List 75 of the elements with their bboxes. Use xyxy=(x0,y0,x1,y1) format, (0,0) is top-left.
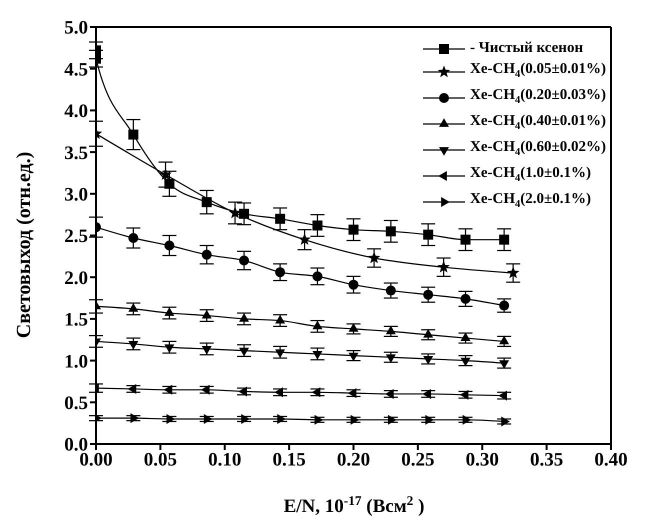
point xyxy=(128,233,138,243)
point xyxy=(202,197,212,208)
point xyxy=(202,310,212,318)
point xyxy=(462,414,472,425)
y-tick-label: 3.0 xyxy=(64,184,88,206)
point xyxy=(159,168,172,180)
point xyxy=(202,250,212,260)
point xyxy=(501,416,510,426)
point xyxy=(499,234,510,245)
point xyxy=(388,414,397,425)
point xyxy=(423,290,434,300)
point xyxy=(312,220,322,230)
point xyxy=(350,414,360,425)
legend-label: Xe-CH$_{4}$(0.60±0.02%) xyxy=(470,139,606,158)
point xyxy=(275,214,286,224)
point xyxy=(298,233,311,245)
x-axis-title: E/N, 10$^{-17}$(Всм$^{2}$) xyxy=(284,492,424,517)
y-axis-title: Световыход (отн.ед.) xyxy=(13,152,35,338)
point xyxy=(275,314,286,324)
point xyxy=(312,320,322,330)
y-tick-label: 2.0 xyxy=(64,268,88,289)
y-tick-label: 3.5 xyxy=(64,142,88,164)
x-tick-label: 0.15 xyxy=(272,449,306,470)
point xyxy=(460,294,471,304)
y-tick-label: 1.5 xyxy=(64,310,88,331)
point xyxy=(314,414,324,425)
point xyxy=(277,414,286,424)
point xyxy=(312,271,322,282)
point xyxy=(460,234,471,245)
y-tick-label: 4.5 xyxy=(64,59,88,80)
point xyxy=(386,286,396,296)
point xyxy=(348,280,358,290)
point xyxy=(425,414,434,425)
legend-label: Xe-CH$_{4}$(0.20±0.03%) xyxy=(470,87,606,106)
y-tick-label: 0.5 xyxy=(64,393,88,414)
x-tick-label: 0.20 xyxy=(336,449,370,470)
y-tick-label: 1.0 xyxy=(64,351,88,372)
point xyxy=(499,336,510,344)
point xyxy=(204,414,212,424)
legend-label: Xe-CH$_{4}$(2.0±0.1%) xyxy=(470,191,591,210)
x-tick-label: 0.40 xyxy=(594,449,628,470)
point xyxy=(241,414,250,424)
point xyxy=(128,130,138,140)
point xyxy=(239,313,250,322)
point xyxy=(128,303,138,312)
point xyxy=(423,230,434,240)
point xyxy=(423,328,434,338)
x-tick-label: 0.05 xyxy=(144,449,177,470)
point xyxy=(348,323,358,332)
point xyxy=(368,252,380,264)
point xyxy=(130,413,140,424)
point xyxy=(164,178,174,189)
y-tick-label: 5.0 xyxy=(64,18,88,39)
point xyxy=(386,326,396,334)
legend-label: - Чистый ксенон xyxy=(470,40,584,56)
point xyxy=(164,240,174,251)
point xyxy=(506,266,520,278)
point xyxy=(386,226,396,236)
x-tick-label: 0.35 xyxy=(530,449,564,470)
point xyxy=(164,307,174,316)
y-tick-label: 2.5 xyxy=(64,226,88,248)
legend-label: Xe-CH$_{4}$(0.40±0.01%) xyxy=(470,113,606,132)
x-tick-label: 0.30 xyxy=(466,449,499,470)
y-tick-label: 4.0 xyxy=(64,101,88,122)
point xyxy=(437,260,450,272)
legend-label: Xe-CH$_{4}$(1.0±0.1%) xyxy=(470,165,591,184)
point xyxy=(460,332,470,341)
legend-label: Xe-CH$_{4}$(0.05±0.01%) xyxy=(470,61,606,80)
point xyxy=(348,224,358,235)
x-tick-label: 0.10 xyxy=(208,449,242,470)
x-tick-label: 0.25 xyxy=(401,449,434,470)
point xyxy=(275,267,286,278)
point xyxy=(239,208,250,219)
point xyxy=(239,256,250,266)
point xyxy=(166,414,176,424)
